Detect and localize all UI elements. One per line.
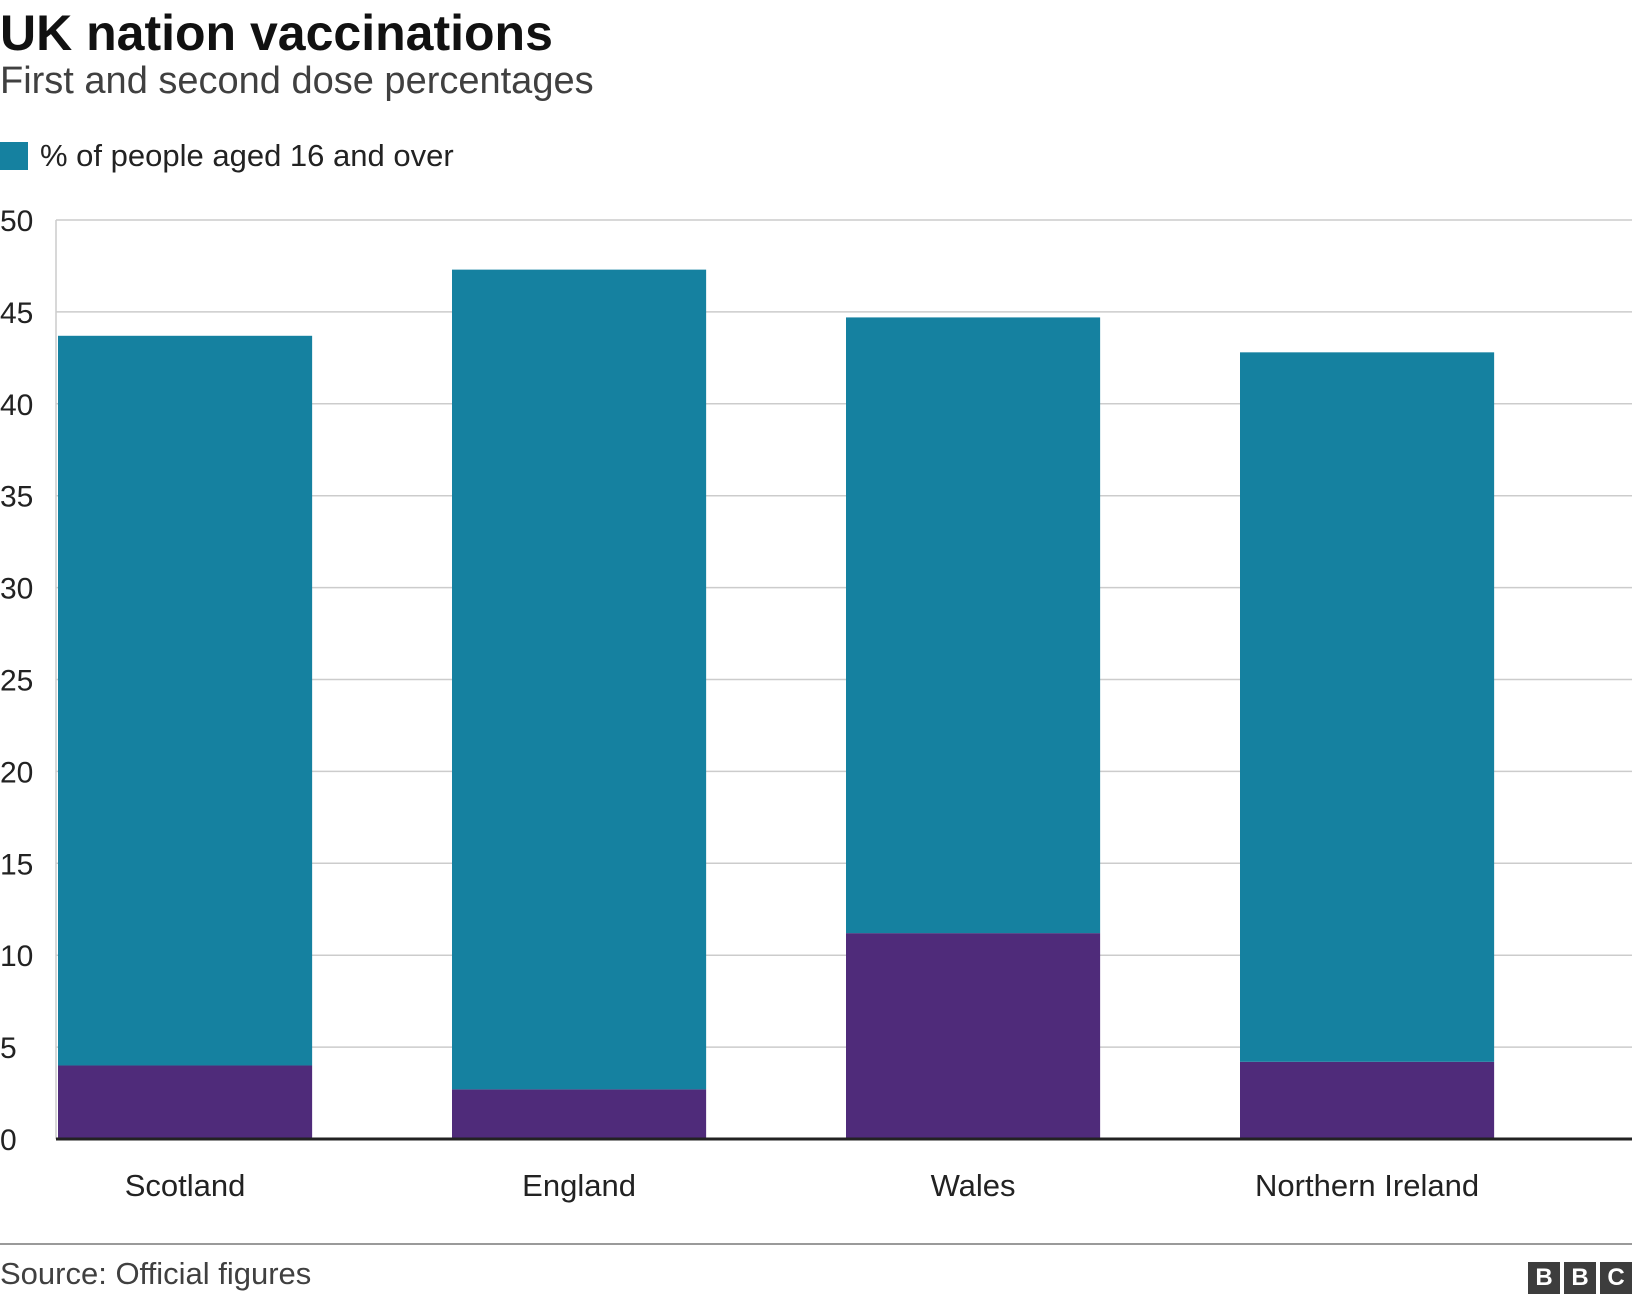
logo-letter: B (1564, 1262, 1596, 1294)
y-tick-label: 35 (0, 481, 33, 514)
y-tick-label: 0 (0, 1124, 17, 1157)
legend-label: % of people aged 16 and over (40, 138, 454, 173)
chart-title: UK nation vaccinations (0, 5, 553, 61)
y-tick-label: 25 (0, 665, 33, 698)
y-tick-label: 45 (0, 297, 33, 330)
logo-letter: C (1600, 1262, 1632, 1294)
y-tick-label: 5 (0, 1032, 17, 1065)
y-tick-label: 40 (0, 389, 33, 422)
bar-first-dose (1240, 352, 1495, 1062)
y-tick-label: 15 (0, 848, 33, 881)
bar-second-dose (846, 933, 1101, 1139)
logo-letter: B (1528, 1262, 1560, 1294)
legend-swatch (0, 142, 28, 170)
y-tick-label: 50 (0, 205, 33, 238)
bbc-logo: B B C (1528, 1262, 1632, 1294)
y-tick-label: 10 (0, 940, 33, 973)
x-tick-label: England (522, 1168, 636, 1203)
x-tick-label: Northern Ireland (1255, 1168, 1479, 1203)
legend: % of people aged 16 and over (0, 136, 454, 176)
bar-first-dose (846, 317, 1101, 934)
x-tick-label: Wales (931, 1168, 1016, 1203)
source-note: Source: Official figures (0, 1256, 312, 1291)
bar-second-dose (1240, 1061, 1495, 1139)
bar-second-dose (452, 1089, 707, 1139)
bar-first-dose (58, 335, 313, 1066)
footer-divider (0, 1243, 1632, 1245)
y-tick-label: 30 (0, 573, 33, 606)
bar-second-dose (58, 1065, 313, 1139)
x-tick-label: Scotland (125, 1168, 246, 1203)
bar-first-dose (452, 269, 707, 1090)
y-tick-label: 20 (0, 756, 33, 789)
chart-subtitle: First and second dose percentages (0, 60, 594, 102)
